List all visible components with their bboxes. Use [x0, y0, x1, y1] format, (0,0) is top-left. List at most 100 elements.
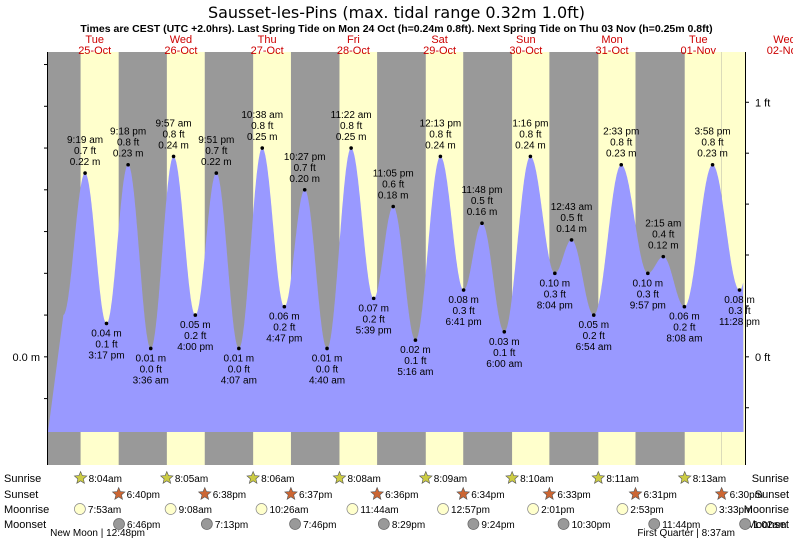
tide-height-m: 0.03 m — [489, 337, 520, 348]
tide-point — [682, 304, 687, 309]
tide-height-ft: 0.3 ft — [544, 289, 566, 300]
weekday-label: Fri — [347, 34, 360, 46]
moon-phase-label: First Quarter | 8:37am — [637, 528, 735, 539]
weekday-label: Sat — [431, 34, 448, 46]
sun-marker-icon — [714, 486, 729, 500]
tide-time: 10:38 am — [241, 110, 283, 121]
tide-point — [126, 162, 130, 167]
sunrise-time: 8:09am — [434, 474, 467, 485]
moonrise-marker-icon — [705, 503, 717, 515]
moonset-marker-icon — [467, 518, 480, 530]
tide-height-m: 0.24 m — [425, 140, 456, 151]
tide-time: 12:13 pm — [420, 118, 462, 129]
tide-height-m: 0.06 m — [269, 312, 300, 323]
tide-point — [148, 346, 153, 351]
sun-marker-icon — [284, 486, 298, 500]
tide-height-m: 0.04 m — [91, 328, 122, 339]
sun-marker-icon — [370, 486, 385, 500]
tide-point — [710, 162, 715, 167]
sun-moon-rows: Sunrise Sunrise Sunset Sunset Moonrise Moonri… — [4, 470, 789, 539]
moonrise-time: 2:01pm — [541, 505, 574, 516]
tide-height-m: 0.18 m — [378, 191, 409, 202]
sunrise-time: 8:11am — [606, 474, 639, 485]
tide-height-ft: 0.7 ft — [294, 163, 316, 174]
moonrise-marker-icon — [255, 503, 268, 515]
moonset-time: 7:46pm — [303, 520, 336, 531]
tide-height-ft: 0.1 ft — [95, 339, 117, 350]
tide-point — [413, 338, 418, 342]
tide-time: 3:17 pm — [88, 350, 124, 361]
tide-height-ft: 0.2 ft — [363, 314, 385, 325]
tide-point — [553, 271, 557, 276]
sun-marker-icon — [542, 486, 557, 500]
tide-point — [193, 313, 198, 317]
sun-marker-icon — [677, 470, 692, 484]
sunrise-time: 8:06am — [261, 474, 294, 485]
sun-marker-icon — [418, 470, 433, 484]
sun-marker-icon — [73, 470, 88, 484]
tide-height-m: 0.23 m — [113, 149, 144, 160]
sunset-time: 6:30pm — [730, 490, 763, 501]
sun-marker-icon — [628, 486, 643, 500]
chart-title: Sausset-les-Pins (max. tidal range 0.32m… — [208, 3, 585, 22]
tide-point — [646, 271, 650, 276]
sun-marker-icon — [159, 470, 174, 484]
moonrise-time: 11:44am — [360, 505, 398, 516]
left-axis-label: 0.0 m — [12, 352, 40, 364]
tide-height-ft: 0.2 ft — [184, 331, 206, 342]
tide-height-m: 0.01 m — [135, 353, 166, 364]
tide-height-ft: 0.6 ft — [382, 180, 404, 191]
sun-marker-icon — [246, 470, 261, 484]
tide-time: 3:36 am — [133, 375, 169, 386]
sunrise-time: 8:08am — [347, 474, 380, 485]
row-label-right: Moonset — [747, 519, 789, 531]
tide-point — [502, 329, 507, 334]
tide-time: 6:41 pm — [446, 317, 482, 328]
tide-time: 4:07 am — [221, 375, 257, 386]
weekday-label: Sun — [516, 34, 536, 46]
tide-time: 5:39 pm — [356, 325, 392, 336]
row-label-right: Sunrise — [752, 473, 789, 485]
moonrise-marker-icon — [74, 503, 86, 515]
tide-point — [461, 288, 466, 292]
tide-height-m: 0.25 m — [247, 132, 278, 143]
row-label-right: Sunset — [755, 489, 789, 501]
tide-point — [591, 313, 596, 317]
moonset-time: 7:13pm — [215, 520, 248, 531]
weekday-label: Wed — [170, 34, 192, 46]
tide-height-m: 0.22 m — [201, 157, 232, 168]
sunset-time: 6:38pm — [213, 490, 246, 501]
moonrise-time: 10:26am — [270, 505, 309, 516]
tide-point — [371, 296, 376, 301]
weekday-label: Tue — [689, 34, 708, 46]
tide-time: 4:47 pm — [266, 334, 302, 345]
tide-time: 6:54 am — [576, 342, 612, 353]
tide-height-ft: 0.8 ft — [519, 129, 541, 140]
sun-marker-icon — [332, 470, 347, 484]
weekday-label: Wed — [773, 34, 793, 46]
sunset-time: 6:40pm — [127, 490, 160, 501]
tide-height-m: 0.23 m — [606, 149, 637, 160]
sun-marker-icon — [505, 470, 520, 484]
tide-height-ft: 0.1 ft — [493, 348, 515, 359]
day-headers: Tue25-OctWed26-OctThu27-OctFri28-OctSat2… — [78, 34, 793, 57]
chart-subtitle: Times are CEST (UTC +2.0hrs). Last Sprin… — [80, 23, 712, 35]
moonset-marker-icon — [113, 518, 125, 530]
moonset-time: 8:29pm — [392, 520, 425, 531]
tide-height-ft: 0.5 ft — [560, 213, 582, 224]
tide-height-ft: 0.8 ft — [117, 138, 139, 149]
tide-time: 1:16 pm — [512, 118, 548, 129]
moonset-marker-icon — [557, 518, 570, 530]
tide-height-m: 0.16 m — [467, 207, 498, 218]
weekday-label: Tue — [85, 34, 104, 46]
tide-height-m: 0.05 m — [578, 320, 609, 331]
tide-time: 8:08 am — [666, 334, 702, 345]
moonset-time: 11:44pm — [662, 520, 700, 531]
right-axis-label: 0 ft — [755, 352, 770, 364]
tide-height-m: 0.20 m — [289, 174, 320, 185]
date-label: 26-Oct — [164, 45, 197, 57]
moonset-marker-icon — [648, 518, 661, 530]
tide-point — [391, 204, 395, 209]
tide-time: 2:15 am — [645, 219, 681, 230]
sun-marker-icon — [197, 486, 212, 500]
